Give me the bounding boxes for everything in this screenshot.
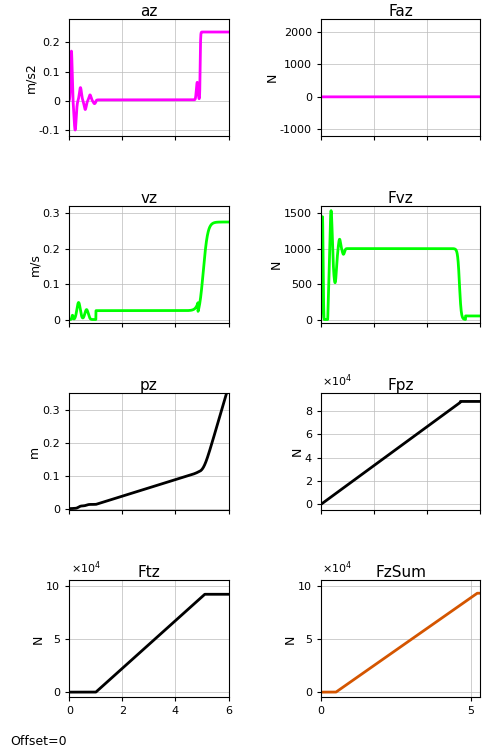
Y-axis label: N: N xyxy=(32,634,45,644)
Text: $\times10^4$: $\times10^4$ xyxy=(323,559,352,576)
Y-axis label: N: N xyxy=(269,260,283,269)
Title: vz: vz xyxy=(141,191,157,206)
Y-axis label: N: N xyxy=(265,72,279,82)
Text: $\times10^4$: $\times10^4$ xyxy=(71,559,101,576)
Y-axis label: N: N xyxy=(284,634,297,644)
Title: az: az xyxy=(140,4,157,19)
Title: Faz: Faz xyxy=(388,4,413,19)
Y-axis label: m/s: m/s xyxy=(28,253,41,276)
Text: Offset=0: Offset=0 xyxy=(10,735,66,748)
Title: Fvz: Fvz xyxy=(388,191,413,206)
Title: FzSum: FzSum xyxy=(375,566,426,581)
Y-axis label: N: N xyxy=(291,447,303,456)
Title: Ftz: Ftz xyxy=(138,566,160,581)
Y-axis label: m: m xyxy=(28,446,41,458)
Title: Fpz: Fpz xyxy=(387,379,414,394)
Y-axis label: m/s2: m/s2 xyxy=(24,62,37,93)
Text: $\times10^4$: $\times10^4$ xyxy=(323,372,352,388)
Title: pz: pz xyxy=(140,379,158,394)
